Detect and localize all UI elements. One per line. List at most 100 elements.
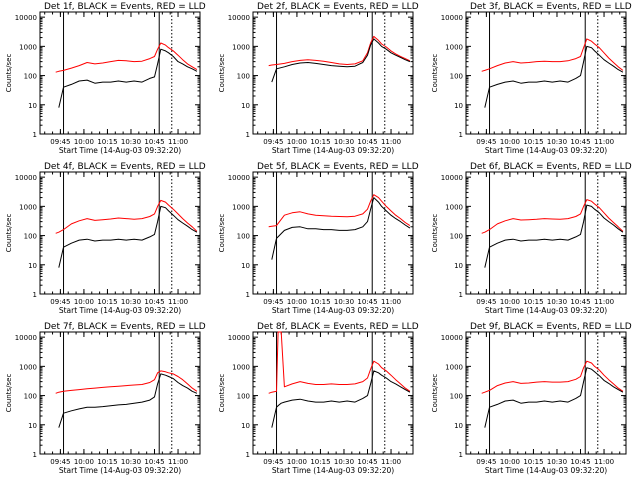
- y-axis-label: Counts/sec: [218, 214, 226, 253]
- chart-title-separator: ,: [72, 162, 78, 172]
- y-tick-label: 1000: [445, 363, 463, 371]
- chart-title-detector: Det 3f: [470, 2, 499, 12]
- y-tick-label: 100: [450, 233, 463, 241]
- y-tick-label: 10: [241, 102, 250, 110]
- y-tick-label: 10000: [15, 174, 37, 182]
- chart-title-separator: ,: [285, 162, 291, 172]
- chart-title-separator: ,: [498, 162, 504, 172]
- plot-frame: [252, 11, 414, 135]
- chart-title-legend: BLACK = Events, RED = LLD: [78, 2, 206, 12]
- y-tick-label: 100: [237, 73, 250, 81]
- series-line-events: [271, 370, 411, 428]
- chart-title-legend: BLACK = Events, RED = LLD: [291, 322, 419, 332]
- y-tick-label: 100: [237, 233, 250, 241]
- x-tick-label: 10:15: [310, 138, 330, 146]
- chart-panel-8: Det 8f, BLACK = Events, RED = LLD 1 10 100 1…: [218, 322, 419, 475]
- x-axis-label: Start Time (14-Aug-03 09:32:20): [272, 146, 394, 155]
- y-axis-label: Counts/sec: [218, 54, 226, 93]
- x-tick-label: 10:00: [500, 298, 520, 306]
- x-tick-label: 10:30: [121, 138, 141, 146]
- y-tick-label: 10: [28, 262, 37, 270]
- y-axis-label: Counts/sec: [431, 54, 439, 93]
- y-tick-label: 100: [24, 233, 37, 241]
- x-axis-label: Start Time (14-Aug-03 09:32:20): [485, 146, 607, 155]
- series-line-lld: [481, 38, 624, 72]
- y-tick-label: 1: [459, 131, 463, 139]
- plot-frame: [252, 331, 414, 455]
- x-axis-label: Start Time (14-Aug-03 09:32:20): [485, 466, 607, 475]
- x-tick-label: 10:30: [334, 138, 354, 146]
- chart-title-detector: Det 4f: [44, 162, 73, 172]
- series-line-events: [484, 367, 624, 428]
- series-line-lld: [55, 370, 198, 394]
- chart-title-separator: ,: [285, 2, 291, 12]
- plot-frame: [39, 11, 201, 135]
- x-tick-label: 10:45: [357, 138, 377, 146]
- x-tick-label: 10:30: [334, 298, 354, 306]
- x-tick-label: 10:45: [144, 138, 164, 146]
- x-tick-label: 10:15: [310, 298, 330, 306]
- x-tick-label: 11:00: [381, 138, 401, 146]
- y-tick-label: 10: [241, 262, 250, 270]
- series-line-events: [58, 48, 198, 108]
- chart-title-separator: ,: [498, 2, 504, 12]
- y-tick-label: 1000: [232, 363, 250, 371]
- x-tick-label: 10:00: [74, 138, 94, 146]
- x-tick-label: 09:45: [476, 298, 496, 306]
- y-axis-label: Counts/sec: [5, 374, 13, 413]
- y-tick-label: 1: [459, 291, 463, 299]
- y-tick-label: 100: [237, 393, 250, 401]
- y-tick-label: 100: [24, 73, 37, 81]
- x-tick-label: 10:30: [547, 298, 567, 306]
- chart-title-detector: Det 5f: [257, 162, 286, 172]
- series-line-events: [271, 38, 411, 83]
- chart-title: Det 6f, BLACK = Events, RED = LLD: [470, 162, 632, 172]
- y-tick-label: 1: [33, 131, 37, 139]
- y-axis-label: Counts/sec: [431, 374, 439, 413]
- y-tick-label: 10000: [15, 14, 37, 22]
- y-tick-label: 10000: [15, 334, 37, 342]
- series-line-lld: [268, 331, 411, 394]
- y-axis-label: Counts/sec: [5, 54, 13, 93]
- chart-title: Det 8f, BLACK = Events, RED = LLD: [257, 322, 419, 332]
- chart-panel-7: Det 7f, BLACK = Events, RED = LLD 1 10 100 1…: [5, 322, 206, 475]
- x-tick-label: 11:00: [168, 458, 188, 466]
- chart-title: Det 7f, BLACK = Events, RED = LLD: [44, 322, 206, 332]
- plot-frame: [252, 171, 414, 295]
- x-tick-label: 09:45: [263, 298, 283, 306]
- x-tick-label: 10:00: [74, 298, 94, 306]
- y-tick-label: 10000: [228, 14, 250, 22]
- y-tick-label: 10: [28, 102, 37, 110]
- x-tick-label: 11:00: [381, 458, 401, 466]
- y-tick-label: 1: [246, 131, 250, 139]
- y-tick-label: 10: [454, 422, 463, 430]
- y-tick-label: 10000: [441, 334, 463, 342]
- y-tick-label: 10000: [228, 174, 250, 182]
- x-tick-label: 10:45: [144, 298, 164, 306]
- chart-title-detector: Det 8f: [257, 322, 286, 332]
- chart-title-separator: ,: [72, 2, 78, 12]
- chart-title-detector: Det 6f: [470, 162, 499, 172]
- plot-frame: [465, 171, 627, 295]
- x-axis-label: Start Time (14-Aug-03 09:32:20): [485, 306, 607, 315]
- y-tick-label: 1000: [19, 203, 37, 211]
- x-tick-label: 10:15: [310, 458, 330, 466]
- chart-title-separator: ,: [285, 322, 291, 332]
- x-axis-label: Start Time (14-Aug-03 09:32:20): [59, 466, 181, 475]
- x-tick-label: 10:00: [287, 138, 307, 146]
- chart-panel-3: Det 3f, BLACK = Events, RED = LLD 1 10 100 1…: [431, 2, 632, 155]
- y-tick-label: 1: [33, 451, 37, 459]
- chart-panel-6: Det 6f, BLACK = Events, RED = LLD 1 10 100 1…: [431, 162, 632, 315]
- chart-title: Det 1f, BLACK = Events, RED = LLD: [44, 2, 206, 12]
- x-tick-label: 10:15: [523, 298, 543, 306]
- y-axis-label: Counts/sec: [5, 214, 13, 253]
- chart-title-legend: BLACK = Events, RED = LLD: [504, 2, 632, 12]
- x-tick-label: 10:00: [287, 298, 307, 306]
- x-tick-label: 10:30: [121, 458, 141, 466]
- x-tick-label: 10:00: [287, 458, 307, 466]
- chart-title: Det 9f, BLACK = Events, RED = LLD: [470, 322, 632, 332]
- chart-title: Det 4f, BLACK = Events, RED = LLD: [44, 162, 206, 172]
- chart-title-legend: BLACK = Events, RED = LLD: [291, 162, 419, 172]
- y-tick-label: 10000: [441, 174, 463, 182]
